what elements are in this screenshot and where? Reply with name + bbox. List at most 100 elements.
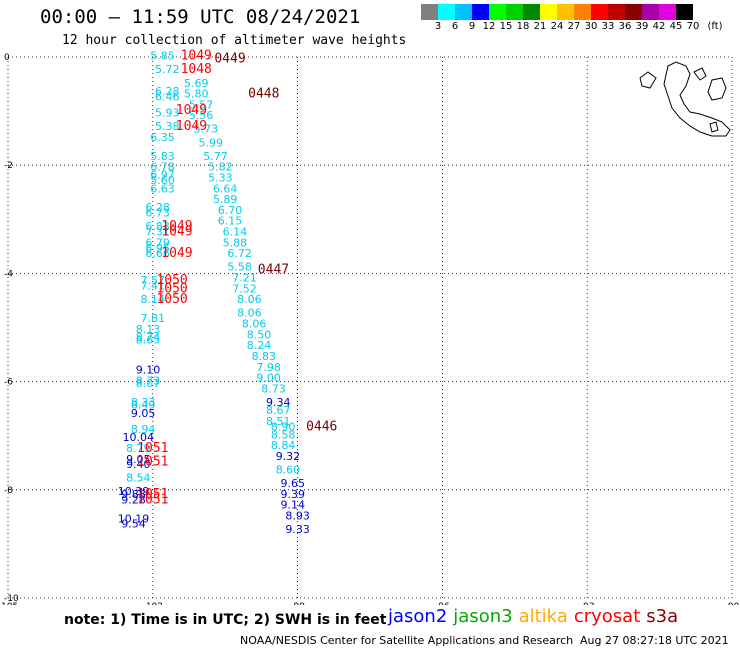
wave-height-label: 10.39 (118, 485, 150, 498)
legend-swatch (591, 4, 608, 20)
lat-tick-label: 0 (4, 53, 10, 63)
wave-height-label: 9.05 (126, 453, 151, 466)
wave-height-label: 8.93 (285, 510, 310, 523)
satellite-jason3: jason3 (453, 606, 513, 627)
wave-height-label: 6.28 (155, 85, 180, 98)
lon-tick-label: -90 (725, 602, 740, 605)
wave-height-label: 9.34 (266, 396, 291, 409)
legend-swatch (421, 4, 438, 20)
wave-height-label: 8.06 (237, 293, 262, 306)
legend-swatch (455, 4, 472, 20)
legend-label: 39 (635, 21, 649, 32)
wave-height-label: 7.57 (141, 274, 166, 287)
pass-time-label: 1051 (137, 492, 168, 507)
wave-height-label: 7.98 (256, 361, 281, 374)
lat-tick-label: -2 (4, 161, 13, 171)
wave-height-label: 9.65 (281, 477, 306, 490)
pass-time-label: 0447 (258, 262, 289, 277)
lon-tick-label: -102 (143, 602, 163, 605)
wave-height-label: 7.81 (141, 312, 166, 325)
wave-height-label: 10.04 (123, 431, 155, 444)
wave-height-label: 6.83 (145, 220, 170, 233)
wave-height-label: 5.56 (189, 109, 214, 122)
wave-height-label: 5.83 (150, 150, 175, 163)
wave-height-label: 8.58 (271, 428, 296, 441)
wave-height-label: 6.46 (155, 90, 180, 103)
wave-height-label: 5.99 (198, 136, 223, 149)
legend-swatch (642, 4, 659, 20)
legend-swatch (676, 4, 693, 20)
pass-time-label: 1051 (137, 487, 168, 502)
satellite-altika: altika (518, 606, 568, 627)
pass-time-label: 1050 (156, 292, 187, 307)
lon-tick-label: -99 (290, 602, 305, 605)
legend-label: 24 (550, 21, 564, 32)
legend-swatch (574, 4, 591, 20)
legend-label: 27 (567, 21, 581, 32)
legend-label: 36 (618, 21, 632, 32)
legend-swatch (625, 4, 642, 20)
wave-height-label: 9.10 (136, 363, 161, 376)
wave-height-label: 5.72 (155, 63, 180, 76)
wave-height-label: 6.64 (213, 182, 238, 195)
wave-height-label: 7.52 (232, 282, 257, 295)
wave-height-label: 6.73 (145, 207, 170, 220)
wave-height-label: 5.82 (208, 161, 233, 174)
wave-height-label: 9.05 (131, 407, 156, 420)
lon-tick-label: -96 (435, 602, 450, 605)
pass-time-label: 1051 (137, 441, 168, 456)
wave-height-label: 5.89 (213, 193, 238, 206)
legend-label: 18 (516, 21, 530, 32)
wave-height-label: 6.14 (223, 226, 248, 239)
island-outline (693, 67, 707, 81)
lat-lon-grid (7, 56, 733, 599)
wave-height-label: 8.51 (266, 415, 291, 428)
wave-height-label: 5.38 (155, 120, 180, 133)
wave-height-label: 5.88 (223, 236, 248, 249)
wave-height-label: 8.06 (242, 318, 267, 331)
legend-swatch (523, 4, 540, 20)
pass-time-label: 1049 (176, 103, 207, 118)
wave-height-label: 9.40 (126, 458, 151, 471)
wave-height-label: 8.67 (266, 404, 291, 417)
wave-height-label: 5.33 (208, 171, 233, 184)
wave-height-map: 5.855.725.696.286.46 5.805.575.93 5.565.38… (0, 49, 740, 605)
wave-height-label: 6.72 (227, 247, 252, 260)
pass-time-label: 0448 (248, 87, 279, 102)
legend-label: 42 (652, 21, 666, 32)
footer-timestamp: Aug 27 08:27:18 UTC 2021 (580, 634, 729, 647)
wave-height-label: 9.33 (285, 523, 310, 536)
legend-label: 21 (533, 21, 547, 32)
color-legend: 3 6 9 12 15 18 21 24 27 30 33 36 39 42 45 70 (ft) (421, 4, 723, 32)
wave-height-label: 5.60 (150, 174, 175, 187)
legend-swatch (557, 4, 574, 20)
pass-time-label: 1049 (176, 119, 207, 134)
legend-label: 15 (499, 21, 513, 32)
wave-height-label: 8.07 (136, 377, 161, 390)
island-outline (663, 61, 731, 137)
wave-height-label: 5.85 (150, 50, 175, 63)
pass-time-label: 1049 (161, 219, 192, 234)
wave-height-label: 7.41 (141, 280, 166, 293)
legend-swatch (472, 4, 489, 20)
lat-tick-label: -10 (4, 594, 19, 604)
legend-swatch (438, 4, 455, 20)
wave-height-label: 8.73 (261, 382, 286, 395)
wave-height-label: 8.60 (276, 464, 301, 477)
wave-height-label: 8.65 (136, 334, 161, 347)
wave-height-label: 8.33 (131, 396, 156, 409)
legend-swatches (421, 4, 693, 20)
wave-height-label: 8.50 (247, 328, 272, 341)
wave-height-label: 7.31 (145, 226, 170, 239)
wave-height-label: 9.32 (276, 450, 301, 463)
wave-height-label: 8.84 (271, 439, 296, 452)
legend-label: 70 (686, 21, 700, 32)
pass-time-label: 0446 (306, 419, 337, 434)
wave-height-label: 8.13 (136, 323, 161, 336)
wave-height-label: 8.24 (247, 339, 272, 352)
wave-height-label: 6.79 (145, 236, 170, 249)
pass-time-label: 1048 (181, 62, 212, 77)
wave-height-label: 6.63 (150, 182, 175, 195)
wave-height-label: 8.49 (131, 399, 156, 412)
satellite-s3a: s3a (646, 606, 679, 627)
